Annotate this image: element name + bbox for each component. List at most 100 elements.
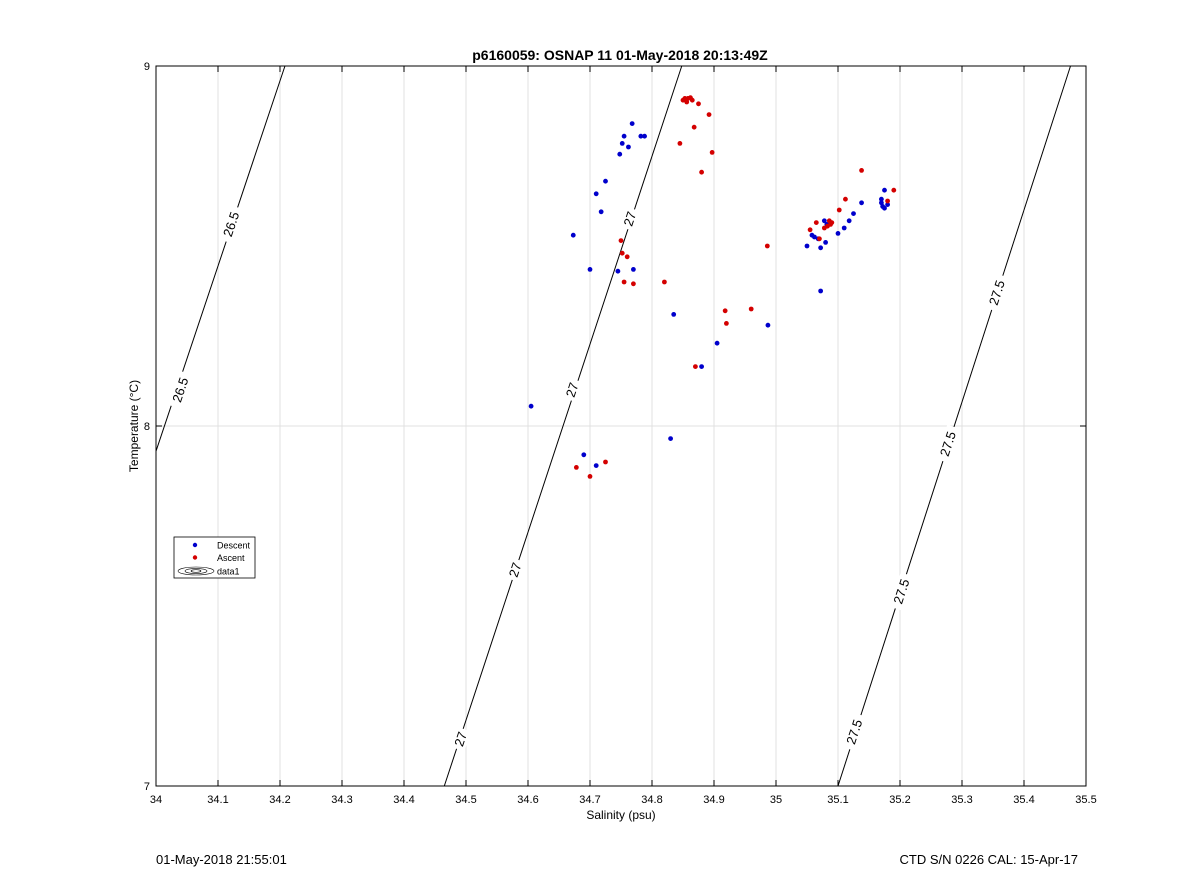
data-points: [528, 95, 897, 479]
descent-point: [818, 288, 824, 294]
descent-point: [598, 209, 604, 215]
y-tick-label: 8: [144, 421, 150, 433]
descent-point: [851, 211, 856, 217]
ascent-point: [891, 187, 897, 193]
descent-point: [882, 205, 887, 211]
ascent-point: [807, 227, 813, 233]
density-contours: 26.5 26.5 27 27 27 27 27.5 27.5 27.5 27.5: [155, 65, 1071, 787]
legend-contour-icon: [177, 566, 215, 576]
descent-point: [603, 178, 608, 184]
axis-ticks: 34 34.1 34.2 34.3 34.4 34.5 34.6 34.7 34.8 34.9 35…: [144, 61, 1097, 806]
contour-label: 27: [563, 381, 582, 399]
descent-point: [765, 322, 771, 328]
contour-label: 27.5: [986, 278, 1008, 307]
descent-point: [835, 231, 841, 236]
legend-descent-marker: [192, 542, 198, 548]
descent-point: [629, 121, 635, 126]
x-tick-label: 35.3: [951, 794, 972, 806]
descent-point: [812, 234, 817, 240]
ascent-point: [813, 220, 819, 226]
legend-descent-label: Descent: [217, 541, 251, 551]
ascent-point: [829, 220, 835, 226]
ascent-point: [677, 141, 683, 146]
ascent-point: [691, 124, 697, 130]
y-axis-label: Temperature (°C): [127, 380, 141, 472]
x-tick-label: 34.3: [331, 794, 352, 806]
descent-point: [570, 232, 576, 238]
descent-point: [846, 218, 852, 224]
x-tick-label: 34.7: [579, 794, 600, 806]
descent-point: [642, 133, 647, 139]
descent-point: [823, 240, 828, 245]
x-tick-label: 35.4: [1013, 794, 1034, 806]
ascent-point: [631, 281, 636, 287]
contour-label: 26.5: [220, 210, 242, 239]
contour-label-bg: [219, 205, 244, 244]
grid-lines: [156, 66, 1086, 786]
ascent-point: [764, 243, 770, 249]
descent-point: [621, 133, 627, 139]
ascent-point: [843, 196, 848, 202]
x-tick-label: 34.9: [703, 794, 724, 806]
x-tick-label: 35: [770, 794, 782, 806]
x-tick-label: 35.1: [827, 794, 848, 806]
footer-timestamp: 01-May-2018 21:55:01: [156, 852, 287, 867]
contour-label-bg: [562, 377, 583, 403]
descent-point: [714, 340, 720, 346]
footer-ctd-calibration: CTD S/N 0226 CAL: 15-Apr-17: [899, 852, 1078, 867]
ascent-point: [693, 364, 698, 369]
contour-label: 27: [620, 210, 639, 228]
legend-ascent-marker: [192, 555, 198, 560]
ascent-point: [618, 238, 624, 244]
ascent-point: [684, 99, 690, 105]
x-tick-label: 34.6: [517, 794, 538, 806]
x-tick-label: 34.1: [207, 794, 228, 806]
descent-point: [619, 141, 625, 146]
contour-label: 26.5: [169, 375, 191, 404]
descent-point: [615, 268, 621, 274]
descent-point: [626, 144, 631, 150]
descent-point: [885, 202, 890, 208]
ascent-point: [724, 321, 729, 326]
x-tick-label: 35.5: [1075, 794, 1096, 806]
contour-label: 27.5: [890, 577, 912, 606]
x-axis-label: Salinity (psu): [586, 808, 655, 822]
descent-point: [587, 267, 593, 272]
isopycnal-line-27-5: [837, 65, 1071, 787]
ascent-point: [619, 250, 625, 256]
ascent-point: [603, 459, 608, 465]
contour-label-bg: [842, 712, 867, 752]
x-tick-label: 34: [150, 794, 162, 806]
contour-label: 27.5: [937, 429, 959, 458]
x-tick-label: 34.2: [269, 794, 290, 806]
descent-point: [882, 187, 887, 193]
y-tick-label: 7: [144, 781, 150, 793]
descent-point: [671, 312, 677, 317]
chart-title: p6160059: OSNAP 11 01-May-2018 20:13:49Z: [472, 47, 768, 63]
ascent-point: [699, 169, 704, 175]
ascent-point: [709, 150, 715, 155]
descent-point: [859, 200, 864, 206]
contour-label-bg: [936, 424, 961, 464]
contour-label-bg: [451, 727, 471, 752]
ascent-point: [662, 279, 667, 285]
descent-point: [668, 436, 673, 441]
descent-point: [879, 196, 884, 202]
ascent-point: [624, 254, 630, 260]
contour-label-bg: [620, 206, 641, 232]
legend: Descent Ascent data1: [173, 536, 256, 579]
x-tick-label: 34.5: [455, 794, 476, 806]
x-tick-label: 34.8: [641, 794, 662, 806]
descent-point: [638, 133, 644, 139]
contour-label-bg: [168, 370, 194, 410]
descent-point: [528, 403, 534, 409]
contour-label: 27.5: [843, 717, 865, 746]
ascent-point: [689, 97, 695, 103]
ascent-point: [859, 168, 864, 173]
contour-label: 27: [451, 730, 470, 748]
descent-point: [631, 267, 636, 272]
ascent-point: [722, 308, 728, 314]
legend-ascent-label: Ascent: [217, 553, 245, 563]
descent-point: [804, 243, 810, 249]
